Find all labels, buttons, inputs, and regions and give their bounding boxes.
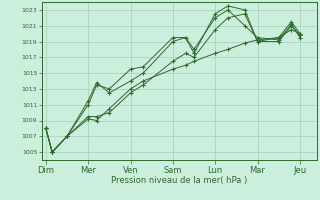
X-axis label: Pression niveau de la mer( hPa ): Pression niveau de la mer( hPa ): [111, 176, 247, 185]
